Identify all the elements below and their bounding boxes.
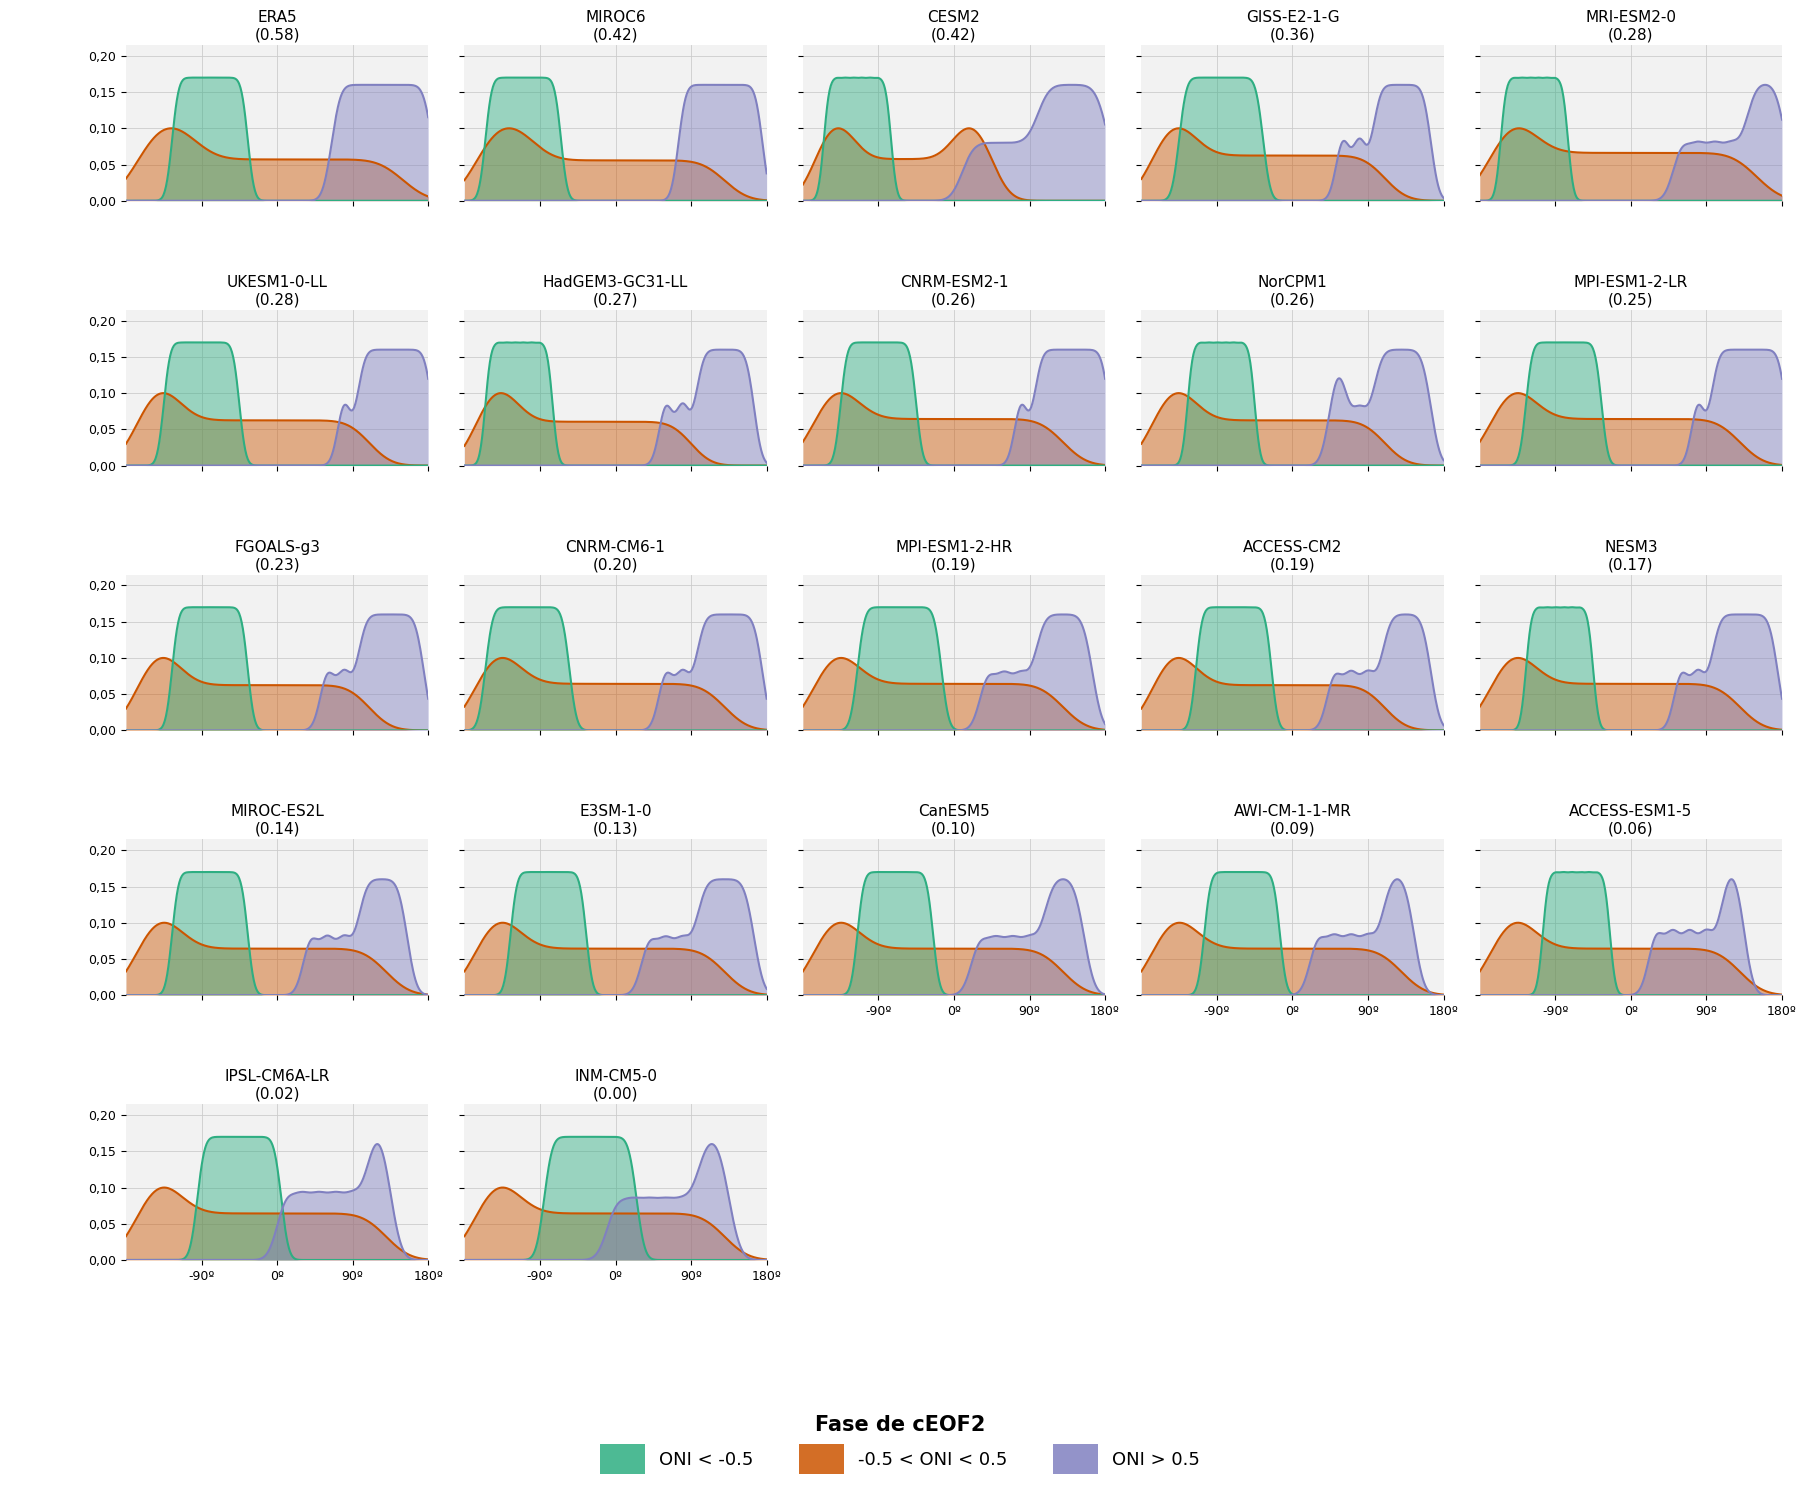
Title: HadGEM3-GC31-LL
(0.27): HadGEM3-GC31-LL (0.27) — [544, 274, 688, 308]
Title: MIROC-ES2L
(0.14): MIROC-ES2L (0.14) — [230, 804, 324, 837]
Title: MPI-ESM1-2-HR
(0.19): MPI-ESM1-2-HR (0.19) — [895, 540, 1013, 572]
Title: CNRM-ESM2-1
(0.26): CNRM-ESM2-1 (0.26) — [900, 274, 1008, 308]
Title: CanESM5
(0.10): CanESM5 (0.10) — [918, 804, 990, 837]
Title: INM-CM5-0
(0.00): INM-CM5-0 (0.00) — [574, 1070, 657, 1101]
Legend: ONI < -0.5, -0.5 < ONI < 0.5, ONI > 0.5: ONI < -0.5, -0.5 < ONI < 0.5, ONI > 0.5 — [590, 1406, 1210, 1484]
Title: ACCESS-ESM1-5
(0.06): ACCESS-ESM1-5 (0.06) — [1570, 804, 1692, 837]
Title: MRI-ESM2-0
(0.28): MRI-ESM2-0 (0.28) — [1586, 10, 1676, 42]
Title: ERA5
(0.58): ERA5 (0.58) — [254, 10, 301, 42]
Title: MIROC6
(0.42): MIROC6 (0.42) — [585, 10, 646, 42]
Title: ACCESS-CM2
(0.19): ACCESS-CM2 (0.19) — [1242, 540, 1343, 572]
Title: E3SM-1-0
(0.13): E3SM-1-0 (0.13) — [580, 804, 652, 837]
Title: IPSL-CM6A-LR
(0.02): IPSL-CM6A-LR (0.02) — [225, 1070, 329, 1101]
Title: CESM2
(0.42): CESM2 (0.42) — [927, 10, 981, 42]
Title: AWI-CM-1-1-MR
(0.09): AWI-CM-1-1-MR (0.09) — [1233, 804, 1352, 837]
Title: FGOALS-g3
(0.23): FGOALS-g3 (0.23) — [234, 540, 320, 572]
Title: GISS-E2-1-G
(0.36): GISS-E2-1-G (0.36) — [1246, 10, 1339, 42]
Title: CNRM-CM6-1
(0.20): CNRM-CM6-1 (0.20) — [565, 540, 666, 572]
Title: NESM3
(0.17): NESM3 (0.17) — [1604, 540, 1658, 572]
Title: NorCPM1
(0.26): NorCPM1 (0.26) — [1258, 274, 1327, 308]
Title: UKESM1-0-LL
(0.28): UKESM1-0-LL (0.28) — [227, 274, 328, 308]
Title: MPI-ESM1-2-LR
(0.25): MPI-ESM1-2-LR (0.25) — [1573, 274, 1688, 308]
